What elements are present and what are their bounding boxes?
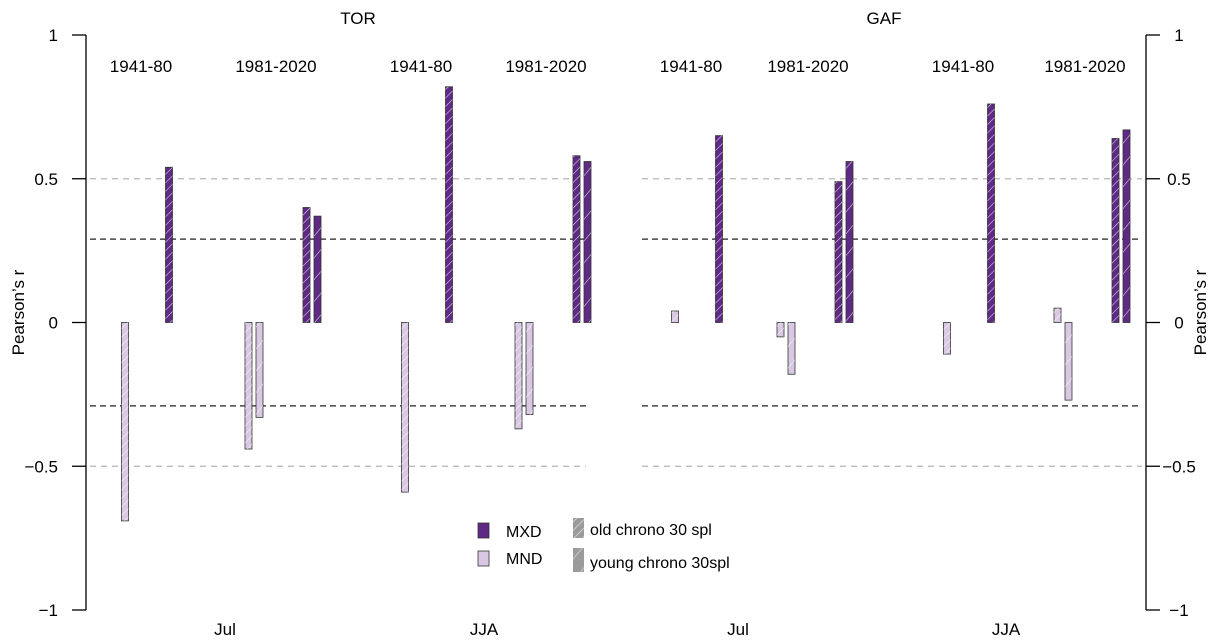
- panel-title: GAF: [867, 9, 902, 28]
- bar-hatch-old: [1112, 138, 1119, 323]
- legend-mnd-swatch: [477, 550, 490, 567]
- bar-hatch-old: [1054, 308, 1061, 323]
- axes-layer: [72, 34, 1160, 611]
- bar-hatch-young: [314, 216, 321, 323]
- right-tick-label: −0.5: [1162, 457, 1196, 476]
- left-tick-label: −0.5: [24, 457, 58, 476]
- right-tick-label: −1: [1169, 601, 1188, 620]
- legend-mxd-label: MXD: [506, 524, 542, 541]
- left-tick-label: 1: [49, 26, 58, 45]
- period-label: 1981-2020: [1044, 57, 1125, 76]
- bar-hatch-old: [515, 322, 522, 429]
- period-label: 1981-2020: [235, 57, 316, 76]
- text-layer: −1 −0.5 0 0.5 1 −1 −0.5 0 0.5 1 Pearson’s r Pearson…: [9, 9, 1210, 639]
- bar-hatch-young: [846, 161, 853, 323]
- legend-young-label: young chrono 30spl: [590, 555, 730, 572]
- bar-hatch-young: [256, 322, 263, 418]
- right-tick-label: 0.5: [1167, 170, 1191, 189]
- bar-hatch-old: [987, 104, 995, 323]
- bar-hatch-old: [445, 86, 453, 323]
- group-label: Jul: [214, 620, 236, 639]
- grid-layer: [90, 178, 1142, 467]
- y-axis-title-left: Pearson’s r: [9, 269, 28, 355]
- period-label: 1941-80: [932, 57, 994, 76]
- bar-hatch-young: [1123, 129, 1130, 323]
- period-label: 1941-80: [390, 57, 452, 76]
- left-tick-label: −1: [39, 601, 58, 620]
- panel-title: TOR: [340, 9, 376, 28]
- bar-hatch-old: [165, 167, 173, 323]
- group-label: JJA: [470, 620, 499, 639]
- bar-hatch-old: [245, 322, 252, 449]
- bar-hatch-old: [401, 322, 409, 493]
- bar-hatch-young: [584, 161, 591, 323]
- period-label: 1941-80: [110, 57, 172, 76]
- y-axis-title-right: Pearson’s r: [1191, 269, 1210, 355]
- bars-layer: [121, 86, 1131, 522]
- period-label: 1941-80: [660, 57, 722, 76]
- bar-hatch-old: [943, 322, 951, 355]
- bar-hatch-old: [573, 155, 580, 323]
- bar-hatch-young: [526, 322, 533, 415]
- bar-hatch-old: [303, 207, 310, 323]
- period-label: 1981-2020: [505, 57, 586, 76]
- bar-hatch-young: [1065, 322, 1072, 401]
- legend-mnd-label: MND: [506, 551, 542, 568]
- period-label: 1981-2020: [767, 57, 848, 76]
- legend-mxd-swatch: [477, 522, 490, 539]
- legend-young-hatch: [573, 548, 584, 572]
- bar-hatch-old: [777, 322, 784, 337]
- bar-hatch-old: [835, 181, 842, 323]
- legend-old-hatch: [573, 518, 584, 538]
- bar-hatch-old: [671, 311, 679, 323]
- group-label: Jul: [727, 620, 749, 639]
- legend-old-label: old chrono 30 spl: [590, 522, 712, 539]
- bar-hatch-old: [715, 135, 723, 323]
- right-tick-label: 0: [1174, 314, 1183, 333]
- bar-hatch-young: [788, 322, 795, 375]
- bar-hatch-old: [121, 322, 129, 521]
- legend: MXD MND old chrono 30 spl young chrono 30sp…: [477, 518, 730, 572]
- left-tick-label: 0: [49, 314, 58, 333]
- left-tick-label: 0.5: [34, 170, 58, 189]
- right-tick-label: 1: [1174, 26, 1183, 45]
- group-label: JJA: [992, 620, 1021, 639]
